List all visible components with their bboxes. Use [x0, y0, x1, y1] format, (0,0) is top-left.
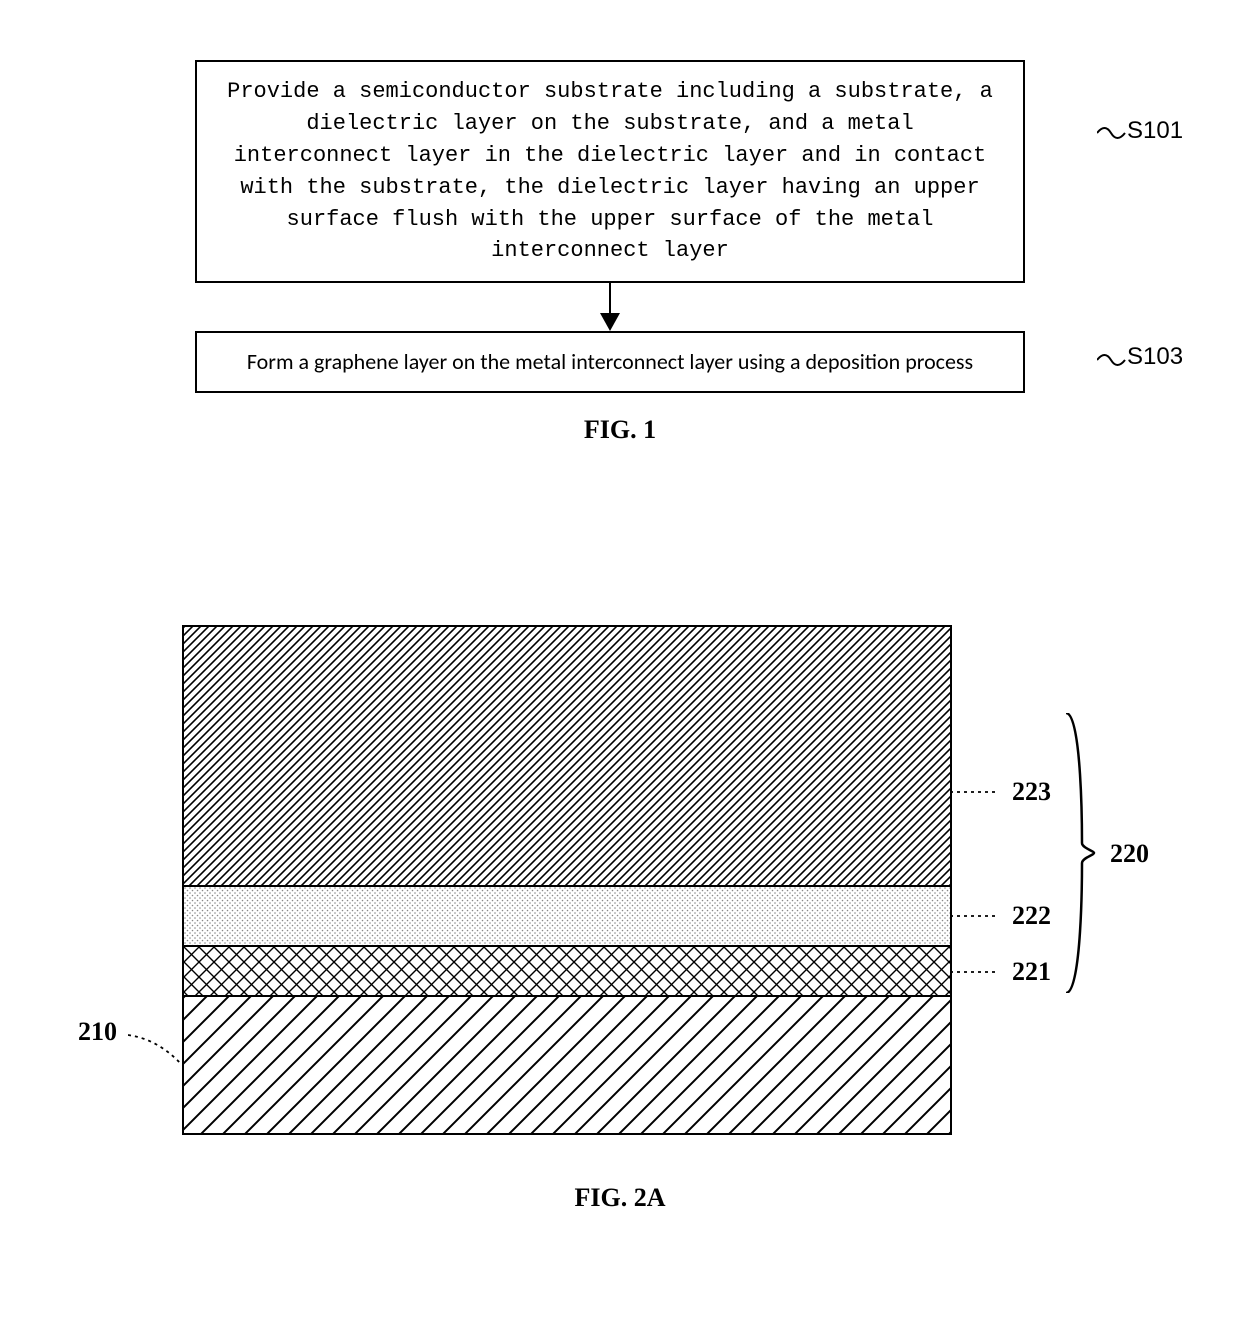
layer-221-fill: [184, 947, 950, 995]
leader-squiggle-icon: [1097, 120, 1127, 146]
fig1-caption: FIG. 1: [120, 415, 1120, 445]
flow-step-s103-text: Form a graphene layer on the metal inter…: [247, 348, 973, 375]
layer-223-fill: [184, 627, 950, 885]
label-220: 220: [1110, 839, 1149, 869]
step-label-s103: S103: [1097, 347, 1127, 373]
brace-220-icon: [1062, 713, 1112, 993]
arrow-line: [609, 283, 611, 315]
leader-223: [950, 785, 1010, 799]
flow-step-s101: Provide a semiconductor substrate includ…: [195, 60, 1025, 283]
layer-222-fill: [184, 887, 950, 945]
label-210: 210: [78, 1017, 117, 1047]
layer-221: [182, 945, 952, 995]
layer-stack: [182, 625, 952, 1135]
fig2a-diagram: 223 222 221 220 210 FIG. 2A: [0, 625, 1240, 1245]
step-label-s101-text: S101: [1127, 114, 1183, 149]
fig2a-caption: FIG. 2A: [0, 1183, 1240, 1213]
flow-arrow: [195, 283, 1025, 331]
step-label-s101: S101: [1097, 120, 1127, 146]
leader-squiggle-icon: [1097, 347, 1127, 373]
label-223: 223: [1012, 777, 1051, 807]
flow-step-s103: Form a graphene layer on the metal inter…: [195, 331, 1025, 393]
step-label-s103-text: S103: [1127, 341, 1183, 373]
page-container: Provide a semiconductor substrate includ…: [0, 60, 1240, 1245]
label-221: 221: [1012, 957, 1051, 987]
flowchart-fig1: Provide a semiconductor substrate includ…: [120, 60, 1120, 445]
leader-210: [128, 1033, 188, 1073]
layer-210: [182, 995, 952, 1135]
flow-step-s101-text: Provide a semiconductor substrate includ…: [227, 79, 993, 263]
leader-221: [950, 965, 1010, 979]
layer-222: [182, 885, 952, 945]
label-222: 222: [1012, 901, 1051, 931]
layer-210-fill: [184, 997, 950, 1133]
arrow-head-icon: [600, 313, 620, 331]
leader-222: [950, 909, 1010, 923]
layer-223: [182, 625, 952, 885]
